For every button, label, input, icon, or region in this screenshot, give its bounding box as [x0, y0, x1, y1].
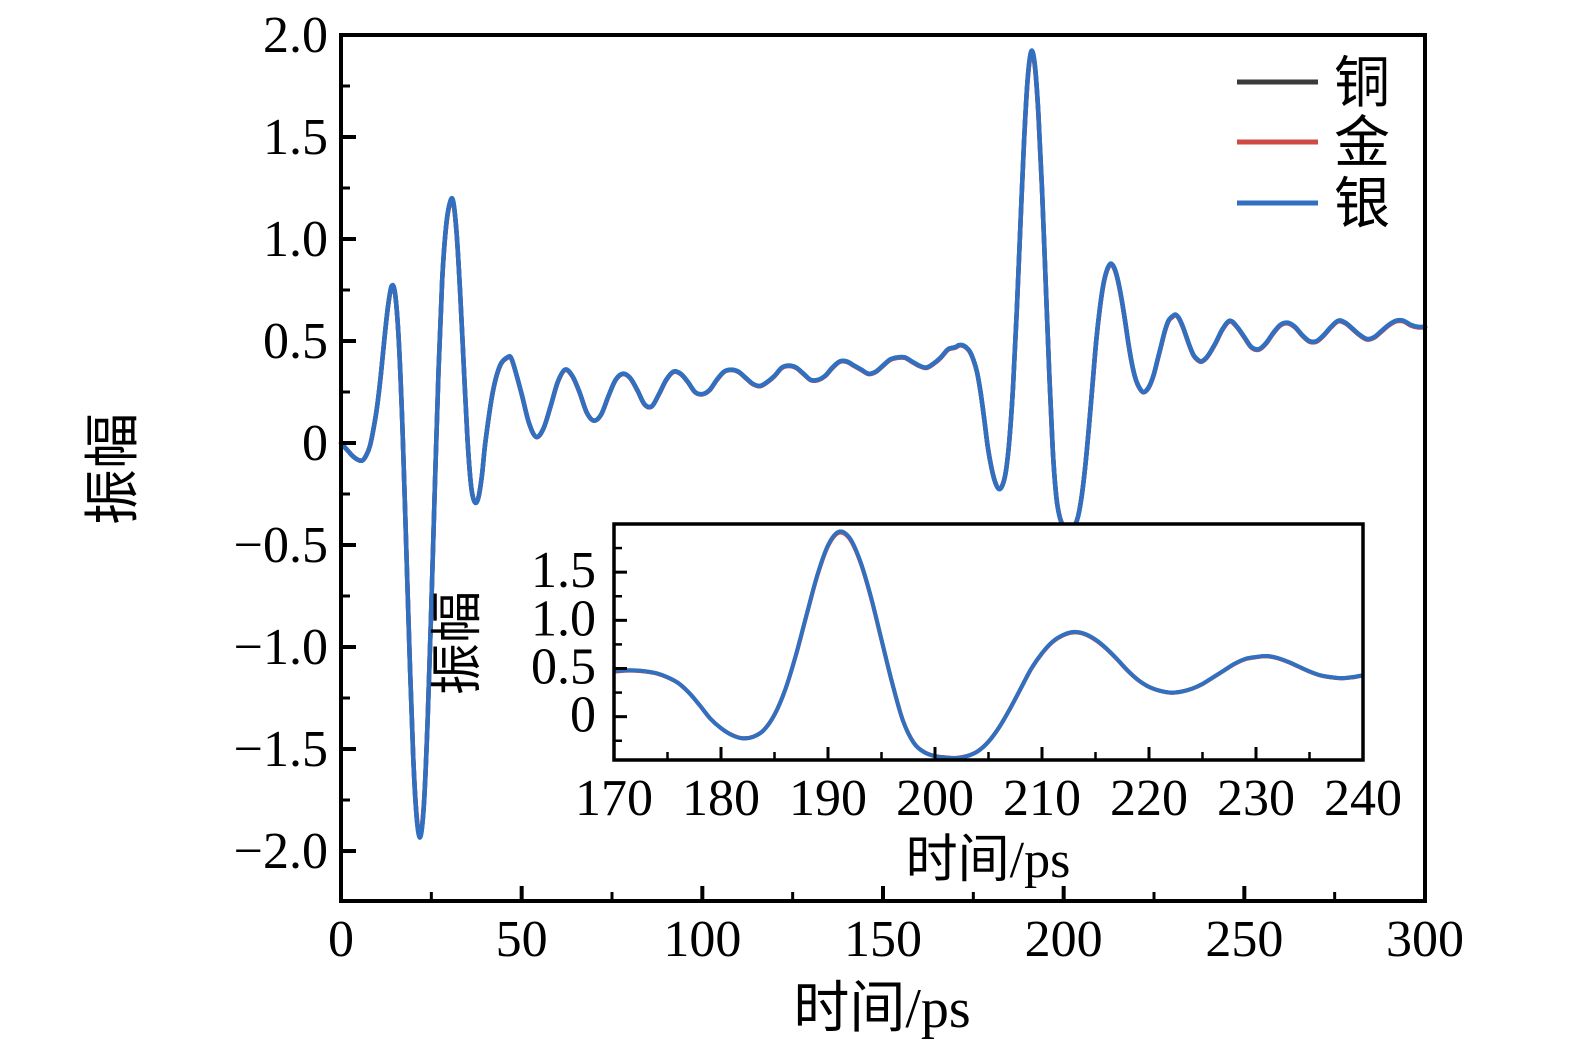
- main-y-tick-label: 1.5: [263, 109, 328, 166]
- main-y-tick-label: −2.0: [234, 823, 328, 880]
- inset-x-axis-title: 时间/ps: [906, 832, 1071, 889]
- main-curves: [338, 48, 1428, 840]
- main-x-tick-label: 150: [844, 911, 922, 968]
- inset-x-tick-label: 210: [1003, 770, 1081, 827]
- main-y-tick-label: 0: [302, 415, 328, 472]
- main-y-tick-label: 0.5: [263, 313, 328, 370]
- inset-plot: 170 180 190 200 210 220 230 240 00.51.01.5: [531, 522, 1402, 827]
- main-x-tick-label: 0: [328, 911, 354, 968]
- main-y-tick-label: −1.0: [234, 619, 328, 676]
- legend: 铜 金 银: [1237, 53, 1390, 236]
- inset-y-tick-label: 1.0: [531, 590, 596, 647]
- legend-label-gold: 金: [1334, 113, 1390, 175]
- main-axes: 0 50 100 150 200 250 300−2.0−1.5−1.0−0.500.51.…: [234, 7, 1464, 968]
- main-y-tick-label: 1.0: [263, 211, 328, 268]
- inset-plot-frame: [612, 522, 1365, 762]
- legend-item-silver: 银: [1237, 174, 1390, 236]
- main-x-tick-label: 100: [663, 911, 741, 968]
- legend-item-gold: 金: [1237, 113, 1390, 175]
- main-x-tick-label: 300: [1386, 911, 1464, 968]
- inset-x-tick-label: 180: [682, 770, 760, 827]
- inset-series-curve-银: [614, 529, 1363, 760]
- main-x-tick-label: 250: [1205, 911, 1283, 968]
- legend-label-copper: 铜: [1334, 53, 1390, 115]
- inset-y-tick-label: 0: [570, 687, 596, 744]
- inset-plot-background: [614, 524, 1363, 760]
- inset-x-tick-label: 170: [575, 770, 653, 827]
- main-x-tick-label: 200: [1025, 911, 1103, 968]
- main-y-axis-title: 振幅: [83, 413, 145, 525]
- legend-item-copper: 铜: [1237, 53, 1390, 115]
- main-y-tick-label: 2.0: [263, 7, 328, 64]
- inset-x-tick-label: 200: [896, 770, 974, 827]
- main-x-tick-label: 50: [496, 911, 548, 968]
- main-series-curve-银: [338, 48, 1428, 840]
- inset-y-tick-label: 1.5: [531, 542, 596, 599]
- main-y-tick-label: −0.5: [234, 517, 328, 574]
- inset-y-axis-title: 振幅: [430, 591, 487, 695]
- inset-x-tick-label: 240: [1324, 770, 1402, 827]
- main-x-axis-title: 时间/ps: [793, 978, 970, 1040]
- inset-x-tick-label: 230: [1217, 770, 1295, 827]
- main-plot-frame: [339, 33, 1427, 903]
- legend-label-silver: 银: [1334, 174, 1390, 236]
- inset-y-tick-label: 0.5: [531, 638, 596, 695]
- inset-x-tick-label: 220: [1110, 770, 1188, 827]
- main-y-tick-label: −1.5: [234, 721, 328, 778]
- inset-x-tick-label: 190: [789, 770, 867, 827]
